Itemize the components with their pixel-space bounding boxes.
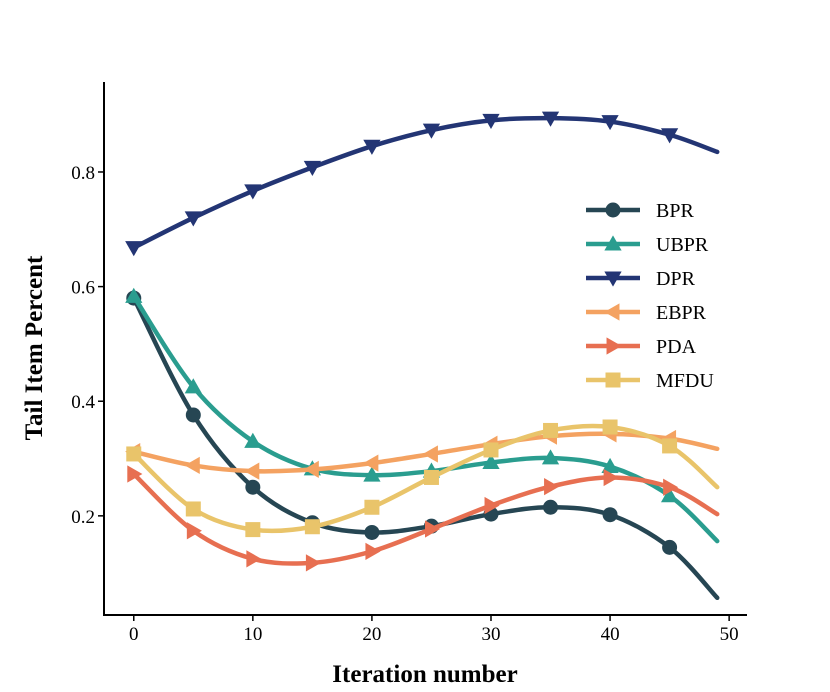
- data-point-pda: [424, 520, 441, 538]
- data-point-ebpr: [363, 454, 379, 472]
- data-point-pda: [305, 554, 322, 572]
- data-point-mfdu: [662, 438, 678, 454]
- data-point-ubpr: [244, 432, 262, 448]
- series-line-ubpr: [131, 294, 720, 544]
- data-point-pda: [544, 477, 560, 496]
- legend-label: BPR: [656, 200, 694, 222]
- data-point-ubpr: [184, 378, 202, 394]
- legend-marker: [605, 202, 621, 218]
- legend-marker: [605, 372, 621, 388]
- data-point-ebpr: [244, 462, 260, 480]
- data-point-dpr: [482, 113, 500, 130]
- y-tick-label: 0.4: [71, 392, 95, 413]
- series-layer: [125, 111, 720, 601]
- data-point-dpr: [303, 160, 322, 177]
- y-tick-label: 0.6: [71, 278, 95, 299]
- data-point-mfdu: [602, 419, 618, 435]
- legend-item-ebpr: EBPR: [586, 302, 707, 324]
- data-point-mfdu: [483, 442, 499, 458]
- data-point-dpr: [660, 128, 679, 144]
- legend-marker: [604, 303, 620, 321]
- data-point-pda: [127, 465, 143, 483]
- data-point-dpr: [363, 139, 381, 155]
- data-point-ubpr: [660, 487, 679, 503]
- data-point-pda: [603, 468, 619, 487]
- data-point-pda: [663, 478, 679, 496]
- x-tick-label: 30: [481, 624, 500, 645]
- ticks: 0 10 20 30 40 50 0.2 0.4 0.6 0.8: [71, 163, 738, 645]
- data-point-bpr: [602, 507, 618, 523]
- data-point-dpr: [244, 184, 262, 200]
- series-ubpr: [125, 287, 720, 544]
- x-tick-label: 20: [362, 624, 381, 645]
- legend-marker: [606, 337, 622, 355]
- legend-label: PDA: [656, 336, 697, 358]
- data-point-dpr: [125, 241, 143, 257]
- data-point-bpr: [543, 499, 559, 515]
- legend-item-bpr: BPR: [586, 200, 694, 222]
- y-tick-label: 0.8: [71, 163, 95, 184]
- series-bpr: [126, 290, 720, 601]
- series-line-dpr: [131, 115, 720, 250]
- data-point-mfdu: [126, 446, 142, 462]
- data-point-ubpr: [363, 466, 381, 482]
- data-point-mfdu: [423, 469, 439, 485]
- data-point-bpr: [185, 407, 201, 423]
- x-tick-label: 50: [720, 624, 739, 645]
- legend-item-ubpr: UBPR: [586, 234, 709, 256]
- data-point-mfdu: [543, 422, 559, 438]
- x-tick-label: 10: [243, 624, 262, 645]
- data-point-pda: [484, 496, 500, 515]
- data-point-pda: [365, 542, 381, 561]
- legend-label: DPR: [656, 268, 696, 290]
- data-point-ebpr: [184, 456, 200, 475]
- data-point-ubpr: [541, 449, 560, 465]
- data-point-ubpr: [482, 453, 500, 470]
- data-point-ubpr: [125, 287, 143, 303]
- legend: BPR UBPR DPR EBPR PDA MFDU: [586, 200, 714, 392]
- data-point-dpr: [184, 211, 202, 227]
- data-point-pda: [246, 550, 262, 568]
- x-tick-label: 40: [601, 624, 620, 645]
- axes: [103, 82, 747, 616]
- data-point-bpr: [245, 479, 261, 495]
- legend-item-dpr: DPR: [586, 268, 696, 290]
- data-point-dpr: [601, 115, 619, 131]
- series-pda: [127, 465, 720, 572]
- data-point-ebpr: [422, 445, 438, 463]
- data-point-pda: [186, 522, 202, 540]
- series-line-pda: [131, 471, 720, 566]
- data-point-mfdu: [364, 499, 380, 515]
- x-tick-label: 0: [129, 624, 139, 645]
- legend-item-mfdu: MFDU: [586, 370, 714, 392]
- data-point-mfdu: [185, 501, 201, 517]
- legend-marker: [604, 235, 622, 251]
- legend-item-pda: PDA: [586, 336, 697, 358]
- data-point-mfdu: [245, 522, 261, 538]
- legend-marker: [604, 271, 622, 287]
- series-mfdu: [126, 419, 720, 538]
- series-dpr: [125, 111, 720, 257]
- data-point-bpr: [662, 539, 678, 555]
- data-point-mfdu: [304, 519, 320, 535]
- data-point-ebpr: [303, 460, 319, 479]
- data-point-ubpr: [601, 457, 619, 474]
- x-axis-title: Iteration number: [332, 661, 517, 688]
- data-point-dpr: [541, 111, 560, 127]
- y-tick-label: 0.2: [71, 507, 95, 528]
- legend-label: EBPR: [656, 302, 707, 324]
- data-point-bpr: [364, 524, 380, 540]
- data-point-dpr: [422, 123, 441, 139]
- series-line-bpr: [131, 295, 720, 601]
- legend-label: MFDU: [656, 370, 714, 392]
- legend-label: UBPR: [656, 234, 709, 256]
- y-axis-title: Tail Item Percent: [21, 255, 48, 440]
